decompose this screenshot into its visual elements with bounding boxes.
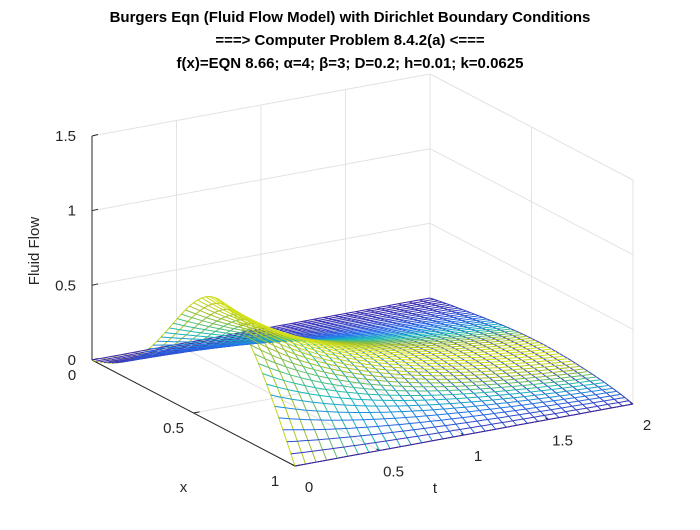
title-line-2: ===> Computer Problem 8.4.2(a) <=== — [215, 32, 485, 49]
mesh-line-x — [233, 314, 573, 370]
grid-lines — [91, 73, 634, 467]
wall-grid-z — [429, 73, 634, 181]
mesh-line-x — [250, 344, 589, 384]
mesh-line-x — [258, 363, 597, 392]
mesh-line-x — [225, 304, 565, 364]
mesh-line-t — [102, 302, 307, 465]
z-tick — [91, 134, 99, 137]
mesh-line-x — [221, 300, 560, 362]
mesh-line-x — [274, 387, 613, 413]
mesh-line-x — [290, 400, 629, 455]
z-tick-label: 1 — [68, 203, 76, 220]
mesh-line-x — [144, 316, 483, 353]
wall-grid-z — [91, 148, 431, 212]
mesh-line-x — [282, 393, 621, 431]
x-tick-label: 0.5 — [163, 420, 184, 437]
tick-labels: 0 0.5 1 1.5 0 0.5 1 0 0.5 1 1.5 2 — [55, 128, 651, 496]
axes — [91, 134, 634, 467]
z-tick — [91, 208, 99, 212]
title-line-3: f(x)=EQN 8.66; α=4; β=3; D=0.2; h=0.01; … — [177, 55, 524, 72]
wall-grid-z — [429, 148, 634, 256]
y-tick-label: 2 — [643, 417, 651, 434]
mesh-line-x — [148, 318, 487, 350]
z-tick-label: 1.5 — [55, 128, 76, 145]
mesh-line-x — [185, 309, 524, 344]
wall-grid-z — [91, 222, 431, 286]
mesh-line-x — [262, 373, 601, 396]
z-axis-label: Fluid Flow — [26, 217, 43, 286]
mesh-line-x — [181, 313, 520, 343]
wall-grid-z — [91, 73, 431, 137]
z-tick-label: 0.5 — [55, 277, 76, 294]
mesh-line-x — [173, 322, 512, 341]
mesh-line-x — [152, 320, 491, 346]
x-tick — [193, 411, 200, 414]
mesh-line-x — [229, 309, 569, 367]
mesh-line-x — [136, 313, 475, 358]
mesh-line-x — [217, 298, 556, 359]
title-line-1: Burgers Eqn (Fluid Flow Model) with Diri… — [110, 9, 591, 26]
mesh-line-t — [91, 295, 296, 467]
mesh-line-x — [246, 335, 585, 380]
wall-grid-z — [429, 222, 634, 330]
y-axis-label: t — [433, 480, 438, 497]
mesh-line-x — [254, 353, 593, 388]
mesh-line-x — [237, 320, 577, 374]
z-tick-label: 0 — [68, 352, 76, 369]
surface-mesh — [91, 295, 634, 467]
y-tick-label: 0.5 — [383, 464, 404, 481]
floor-grid-x — [193, 350, 532, 414]
mesh-line-x — [286, 397, 625, 443]
mesh-line-x — [278, 390, 617, 421]
x-tick-label: 0 — [68, 367, 76, 384]
y-tick-label: 1 — [474, 448, 482, 465]
x-axis-label: x — [180, 479, 188, 496]
mesh-line-t — [176, 332, 380, 451]
z-tick — [91, 283, 99, 286]
chart-title: Burgers Eqn (Fluid Flow Model) with Diri… — [110, 9, 591, 72]
y-tick-label: 0 — [305, 479, 313, 496]
mesh-line-x — [266, 382, 605, 401]
y-tick-label: 1.5 — [552, 433, 573, 450]
mesh-line-x — [294, 403, 634, 467]
mesh-line-x — [270, 384, 609, 407]
mesh-line-x — [241, 328, 581, 377]
mesh-line-x — [177, 318, 516, 342]
x-tick-label: 1 — [271, 473, 279, 490]
mesh-line-x — [140, 315, 479, 356]
